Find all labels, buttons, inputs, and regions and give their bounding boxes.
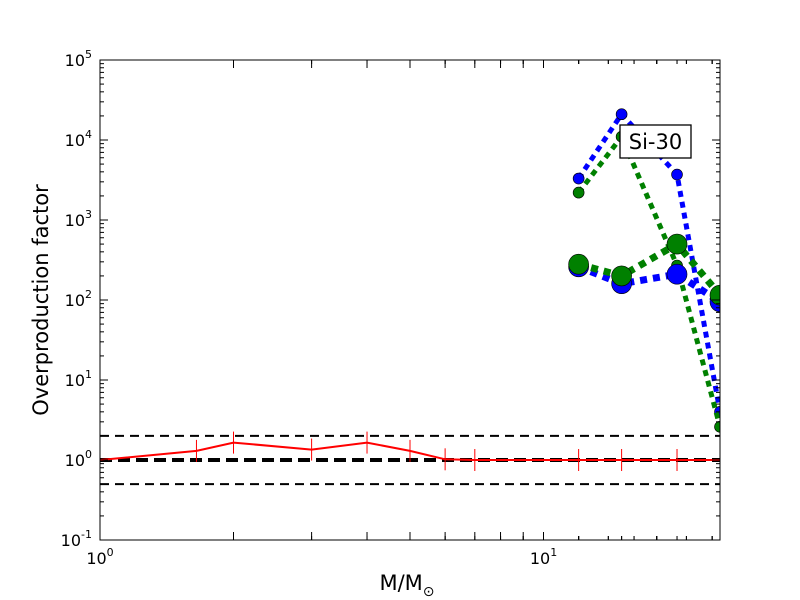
y-tick-label-0: 10-1 (61, 528, 92, 550)
x-tick-label-base: 10 (86, 549, 106, 568)
y-tick-label-exponent: 2 (85, 288, 92, 301)
y-tick-label-base: 10 (61, 531, 81, 550)
x-tick-label-1: 101 (530, 546, 557, 568)
y-axis-title: Overproduction factor (29, 184, 53, 416)
series-1-point-1 (615, 108, 628, 121)
x-tick-label-exponent: 1 (550, 546, 557, 559)
series-4-point-2 (666, 233, 688, 255)
y-tick-label-base: 10 (65, 131, 85, 150)
y-tick-label-base: 10 (65, 371, 85, 390)
annotation-frame (619, 124, 692, 159)
y-tick-label-exponent: 3 (85, 208, 92, 221)
y-tick-label-2: 101 (65, 368, 92, 390)
y-tick-label-exponent: 1 (85, 368, 92, 381)
y-tick-label-base: 10 (65, 51, 85, 70)
x-axis-title-subscript: ⊙ (423, 584, 435, 600)
y-tick-label-base: 10 (65, 291, 85, 310)
series-2-point-3 (714, 421, 720, 433)
y-tick-label-5: 104 (65, 128, 92, 150)
y-tick-label-exponent: 5 (85, 48, 92, 61)
annotation-box: Si-30 (619, 124, 692, 159)
plot-layer (100, 108, 720, 486)
series-1-line (576, 110, 720, 413)
y-tick-label-3: 102 (65, 288, 92, 310)
x-tick-label-exponent: 0 (107, 546, 114, 559)
y-tick-label-exponent: -1 (81, 528, 92, 541)
y-tick-label-base: 10 (65, 211, 85, 230)
x-tick-label-0: 100 (86, 546, 113, 568)
y-tick-label-base: 10 (65, 451, 85, 470)
series-2-line (576, 131, 720, 428)
series-2-point-0 (572, 186, 585, 199)
annotation-label: Si-30 (629, 130, 682, 154)
series-1-point-2 (671, 168, 683, 181)
x-axis-title-main: M/M (379, 571, 422, 595)
y-tick-label-exponent: 0 (85, 448, 92, 461)
series-3-point-2 (666, 263, 688, 285)
x-axis-title: M/M⊙ (379, 571, 434, 600)
y-tick-label-4: 103 (65, 208, 92, 230)
series-1-point-0 (572, 172, 585, 185)
y-tick-label-1: 100 (65, 448, 92, 470)
series-4-point-1 (611, 265, 632, 287)
y-tick-label-6: 105 (65, 48, 92, 70)
y-tick-label-exponent: 4 (85, 128, 92, 141)
series-4-point-0 (568, 253, 589, 275)
series-0-line (100, 441, 720, 461)
x-tick-label-base: 10 (530, 549, 550, 568)
